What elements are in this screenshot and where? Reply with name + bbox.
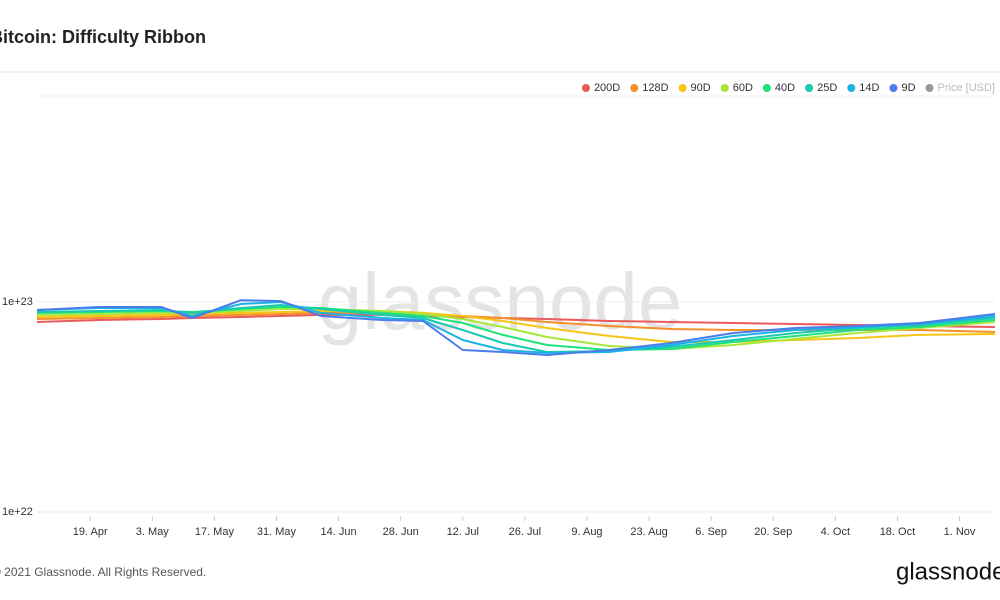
x-tick-label: 9. Aug [571, 526, 602, 538]
legend-label[interactable]: 25D [817, 82, 837, 94]
x-tick-label: 23. Aug [630, 526, 667, 538]
series-line [36, 299, 996, 356]
legend-label[interactable]: 128D [642, 82, 668, 94]
chart-title: Bitcoin: Difficulty Ribbon [0, 27, 206, 47]
series-line [36, 301, 996, 354]
legend-swatch [889, 84, 898, 92]
legend-swatch [581, 84, 590, 92]
x-tick-label: 6. Sep [695, 526, 727, 538]
legend-swatch [630, 84, 639, 92]
legend-swatch [762, 84, 771, 92]
x-tick-label: 31. May [257, 526, 297, 538]
x-tick-label: 14. Jun [321, 526, 357, 538]
x-tick-label: 3. May [136, 526, 170, 538]
y-tick-label: 1e+23 [2, 296, 33, 308]
series-line [36, 310, 996, 343]
x-tick-label: 26. Jul [509, 526, 541, 538]
x-tick-label: 4. Oct [821, 526, 850, 538]
legend-label[interactable]: 60D [733, 82, 753, 94]
legend-label[interactable]: 90D [691, 82, 711, 94]
legend-label[interactable]: 9D [901, 82, 915, 94]
x-tick-label: 28. Jun [383, 526, 419, 538]
x-tick-label: 1. Nov [944, 526, 976, 538]
legend-swatch [925, 84, 934, 92]
legend-swatch [678, 84, 687, 92]
legend-swatch [720, 84, 729, 92]
logo: glassnode [896, 558, 1000, 585]
x-tick-label: 17. May [195, 526, 235, 538]
series-line [36, 304, 996, 353]
legend-label[interactable]: 14D [859, 82, 879, 94]
x-tick-label: 18. Oct [880, 526, 915, 538]
x-tick-label: 20. Sep [754, 526, 792, 538]
y-tick-label: 1e+22 [2, 506, 33, 518]
legend-label[interactable]: 200D [594, 82, 620, 94]
legend-swatch [805, 84, 814, 92]
x-tick-label: 12. Jul [447, 526, 479, 538]
footer: © 2021 Glassnode. All Rights Reserved. [0, 565, 206, 579]
legend-label[interactable]: 40D [775, 82, 795, 94]
legend-label[interactable]: Price [USD] [938, 82, 995, 94]
legend-swatch [847, 84, 856, 92]
x-tick-label: 19. Apr [73, 526, 108, 538]
